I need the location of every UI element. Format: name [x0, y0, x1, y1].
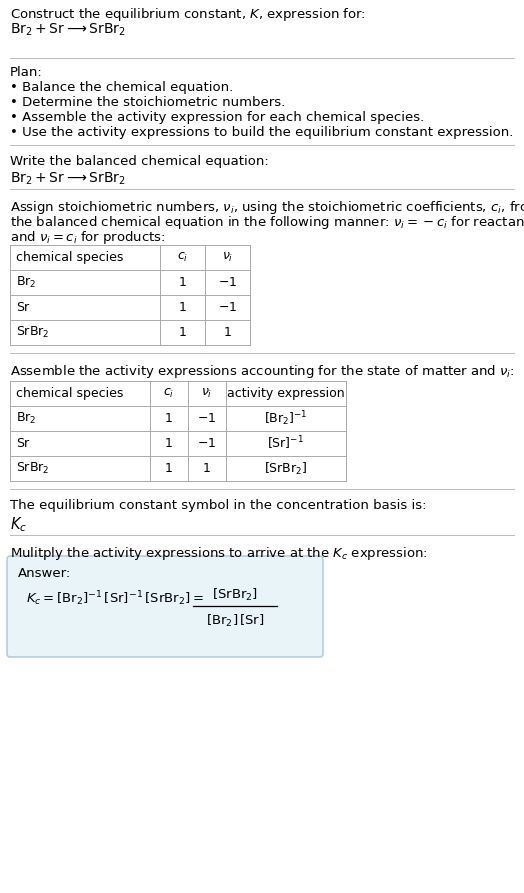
Text: 1: 1 [203, 462, 211, 475]
Text: $-1$: $-1$ [218, 276, 237, 289]
Text: 1: 1 [165, 462, 173, 475]
Text: • Balance the chemical equation.: • Balance the chemical equation. [10, 81, 233, 94]
Text: Assemble the activity expressions accounting for the state of matter and $\nu_i$: Assemble the activity expressions accoun… [10, 363, 515, 380]
Text: $\nu_i$: $\nu_i$ [222, 251, 233, 264]
Text: 1: 1 [165, 412, 173, 425]
Text: chemical species: chemical species [16, 387, 123, 400]
Text: $-1$: $-1$ [198, 412, 216, 425]
Text: • Determine the stoichiometric numbers.: • Determine the stoichiometric numbers. [10, 96, 285, 109]
Text: 1: 1 [165, 437, 173, 450]
Text: $[\mathrm{SrBr_2}]$: $[\mathrm{SrBr_2}]$ [264, 461, 308, 477]
Text: $-1$: $-1$ [218, 301, 237, 314]
Text: $[\mathrm{Sr}]^{-1}$: $[\mathrm{Sr}]^{-1}$ [267, 435, 304, 452]
Text: $\mathrm{SrBr_2}$: $\mathrm{SrBr_2}$ [16, 461, 50, 476]
Text: 1: 1 [179, 276, 187, 289]
Text: $\nu_i$: $\nu_i$ [201, 387, 213, 400]
Text: $K_c$: $K_c$ [10, 515, 27, 534]
Text: $\mathrm{Br_2 + Sr \longrightarrow SrBr_2}$: $\mathrm{Br_2 + Sr \longrightarrow SrBr_… [10, 22, 126, 38]
Text: • Assemble the activity expression for each chemical species.: • Assemble the activity expression for e… [10, 111, 424, 124]
Text: • Use the activity expressions to build the equilibrium constant expression.: • Use the activity expressions to build … [10, 126, 514, 139]
Text: The equilibrium constant symbol in the concentration basis is:: The equilibrium constant symbol in the c… [10, 499, 427, 512]
Text: $\mathrm{SrBr_2}$: $\mathrm{SrBr_2}$ [16, 325, 50, 340]
Text: Mulitply the activity expressions to arrive at the $K_c$ expression:: Mulitply the activity expressions to arr… [10, 545, 428, 562]
Text: 1: 1 [224, 326, 232, 339]
Text: Answer:: Answer: [18, 567, 71, 580]
FancyBboxPatch shape [7, 556, 323, 657]
Text: $c_i$: $c_i$ [177, 251, 188, 264]
Text: chemical species: chemical species [16, 251, 123, 264]
Text: $[\mathrm{Br_2}]^{-1}$: $[\mathrm{Br_2}]^{-1}$ [264, 409, 308, 428]
Text: $\mathrm{Sr}$: $\mathrm{Sr}$ [16, 301, 31, 314]
Text: $\mathrm{Sr}$: $\mathrm{Sr}$ [16, 437, 31, 450]
Text: 1: 1 [179, 301, 187, 314]
Text: 1: 1 [179, 326, 187, 339]
Text: $\mathrm{Br_2 + Sr \longrightarrow SrBr_2}$: $\mathrm{Br_2 + Sr \longrightarrow SrBr_… [10, 171, 126, 188]
Text: $-1$: $-1$ [198, 437, 216, 450]
Text: Assign stoichiometric numbers, $\nu_i$, using the stoichiometric coefficients, $: Assign stoichiometric numbers, $\nu_i$, … [10, 199, 524, 216]
Text: and $\nu_i = c_i$ for products:: and $\nu_i = c_i$ for products: [10, 229, 166, 246]
Text: $\mathrm{Br_2}$: $\mathrm{Br_2}$ [16, 275, 37, 290]
Text: $K_c = [\mathrm{Br_2}]^{-1}\,[\mathrm{Sr}]^{-1}\,[\mathrm{SrBr_2}] = $: $K_c = [\mathrm{Br_2}]^{-1}\,[\mathrm{Sr… [26, 589, 204, 608]
Text: $c_i$: $c_i$ [163, 387, 174, 400]
Text: Construct the equilibrium constant, $K$, expression for:: Construct the equilibrium constant, $K$,… [10, 6, 366, 23]
Text: $[\mathrm{Br_2}]\,[\mathrm{Sr}]$: $[\mathrm{Br_2}]\,[\mathrm{Sr}]$ [206, 613, 264, 629]
Text: the balanced chemical equation in the following manner: $\nu_i = -c_i$ for react: the balanced chemical equation in the fo… [10, 214, 524, 231]
Text: Plan:: Plan: [10, 66, 43, 79]
Text: $[\mathrm{SrBr_2}]$: $[\mathrm{SrBr_2}]$ [212, 587, 258, 603]
Text: $\mathrm{Br_2}$: $\mathrm{Br_2}$ [16, 411, 37, 426]
Text: activity expression: activity expression [227, 387, 345, 400]
Text: Write the balanced chemical equation:: Write the balanced chemical equation: [10, 155, 269, 168]
